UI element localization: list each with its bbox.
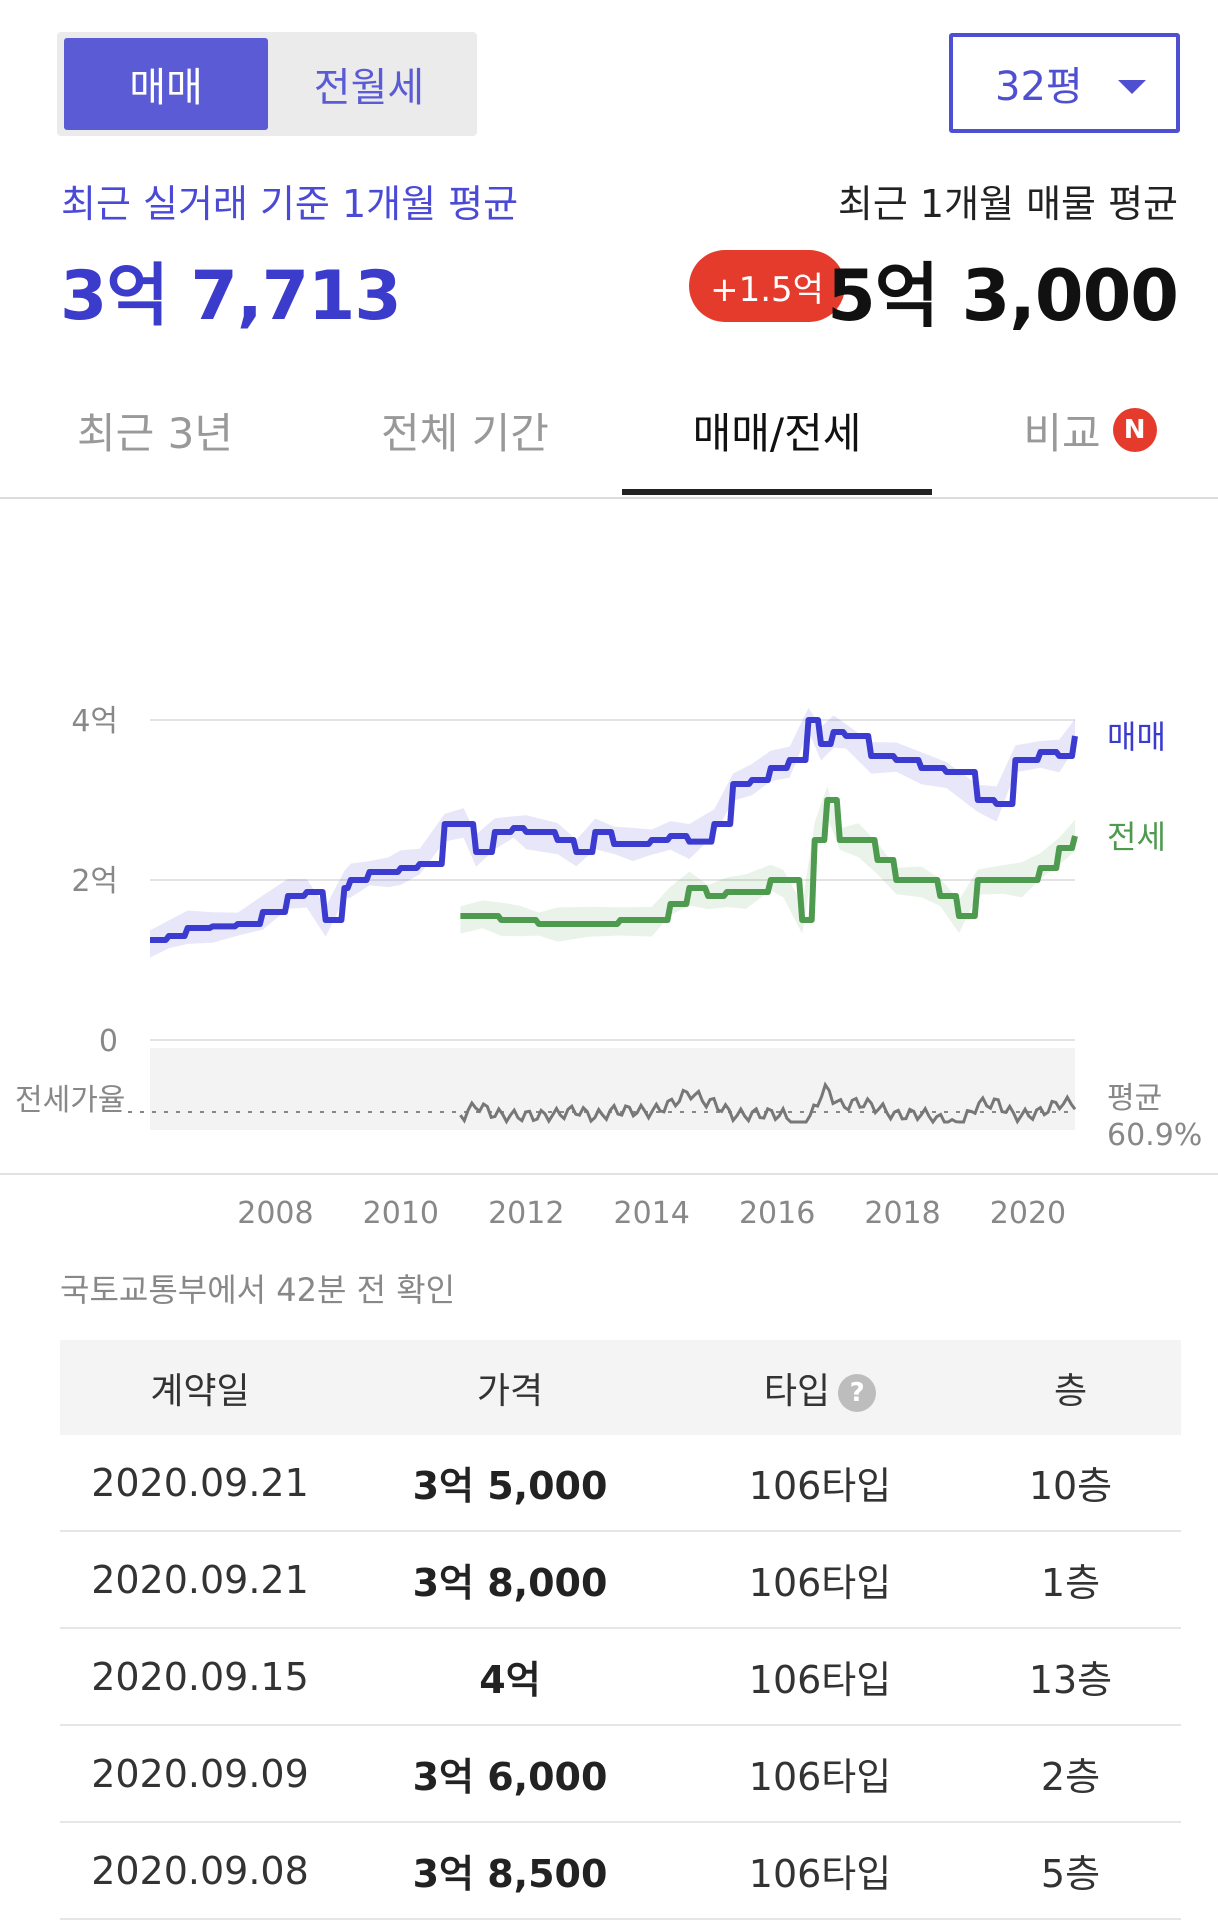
cell-date: 2020.09.08 xyxy=(60,1822,340,1920)
tab-all-period[interactable]: 전체 기간 xyxy=(381,408,549,458)
listing-avg-label: 최근 1개월 매물 평균 xyxy=(837,182,1178,226)
recent-deal-label: 최근 실거래 기준 1개월 평균 xyxy=(61,182,519,226)
chevron-down-icon xyxy=(1118,80,1146,94)
transactions-table: 계약일 가격 타입? 층 2020.09.21 3억 5,000 106타입 1… xyxy=(60,1340,1181,1920)
y-tick-label: 4억 xyxy=(71,704,118,739)
cell-type: 106타입 xyxy=(680,1628,960,1726)
cell-floor: 13층 xyxy=(960,1628,1181,1726)
col-price: 가격 xyxy=(340,1340,680,1435)
x-tick-label: 2008 xyxy=(237,1196,313,1231)
y-tick-label: 2억 xyxy=(71,864,118,899)
cell-price: 3억 8,500 xyxy=(340,1822,680,1920)
col-type: 타입? xyxy=(680,1340,960,1435)
series-line-0 xyxy=(150,717,1078,943)
size-dropdown[interactable]: 32평 xyxy=(949,33,1180,133)
ratio-label: 전세가율 xyxy=(15,1083,125,1118)
x-tick-label: 2018 xyxy=(864,1196,940,1231)
col-type-label: 타입 xyxy=(763,1370,831,1412)
cell-floor: 5층 xyxy=(960,1822,1181,1920)
active-tab-indicator xyxy=(622,489,932,495)
series-line-1 xyxy=(460,797,1078,927)
x-tick-label: 2014 xyxy=(614,1196,690,1231)
table-row: 2020.09.15 4억 106타입 13층 xyxy=(60,1628,1181,1726)
cell-price: 3억 8,000 xyxy=(340,1531,680,1629)
cell-price: 3억 5,000 xyxy=(340,1435,680,1532)
data-source-note: 국토교통부에서 42분 전 확인 xyxy=(60,1271,456,1309)
ratio-line xyxy=(459,1081,1077,1125)
listing-avg-value: 5억 3,000 xyxy=(827,255,1179,337)
table-row: 2020.09.21 3억 5,000 106타입 10층 xyxy=(60,1435,1181,1532)
toggle-rent[interactable]: 전월세 xyxy=(313,65,425,111)
series-band-1 xyxy=(460,786,1075,942)
legend-1: 전세 xyxy=(1107,818,1166,856)
size-dropdown-value: 32평 xyxy=(995,64,1083,110)
toggle-sale[interactable]: 매매 xyxy=(64,38,268,130)
cell-date: 2020.09.15 xyxy=(60,1628,340,1726)
help-icon[interactable]: ? xyxy=(838,1373,877,1412)
tab-compare-label: 비교 xyxy=(1023,408,1101,458)
col-floor: 층 xyxy=(960,1340,1181,1435)
x-tick-label: 2012 xyxy=(488,1196,564,1231)
cell-date: 2020.09.21 xyxy=(60,1435,340,1532)
ratio-average-label: 평균 xyxy=(1107,1081,1162,1116)
cell-date: 2020.09.21 xyxy=(60,1531,340,1629)
x-tick-label: 2016 xyxy=(739,1196,815,1231)
cell-floor: 2층 xyxy=(960,1725,1181,1823)
cell-type: 106타입 xyxy=(680,1822,960,1920)
table-row: 2020.09.08 3억 8,500 106타입 5층 xyxy=(60,1822,1181,1920)
table-row: 2020.09.21 3억 8,000 106타입 1층 xyxy=(60,1531,1181,1629)
x-tick-label: 2020 xyxy=(990,1196,1066,1231)
new-badge: N xyxy=(1112,408,1157,452)
diff-badge: +1.5억 xyxy=(689,250,845,322)
chart-divider xyxy=(0,1173,1218,1175)
cell-type: 106타입 xyxy=(680,1531,960,1629)
cell-price: 3억 6,000 xyxy=(340,1725,680,1823)
cell-floor: 10층 xyxy=(960,1435,1181,1532)
ratio-average-value: 60.9% xyxy=(1107,1118,1202,1153)
table-row: 2020.09.09 3억 6,000 106타입 2층 xyxy=(60,1725,1181,1823)
cell-type: 106타입 xyxy=(680,1435,960,1532)
col-date: 계약일 xyxy=(60,1340,340,1435)
tab-recent-3y[interactable]: 최근 3년 xyxy=(77,408,233,458)
recent-deal-value: 3억 7,713 xyxy=(60,257,402,336)
legend-0: 매매 xyxy=(1107,718,1166,756)
cell-type: 106타입 xyxy=(680,1725,960,1823)
y-tick-label: 0 xyxy=(99,1024,118,1059)
trade-type-toggle: 매매 전월세 xyxy=(57,32,477,136)
tab-sale-jeonse[interactable]: 매매/전세 xyxy=(692,408,862,458)
tab-compare[interactable]: 비교 N xyxy=(1000,395,1180,465)
cell-price: 4억 xyxy=(340,1628,680,1726)
cell-date: 2020.09.09 xyxy=(60,1725,340,1823)
x-tick-label: 2010 xyxy=(363,1196,439,1231)
tabs-divider xyxy=(0,497,1218,499)
cell-floor: 1층 xyxy=(960,1531,1181,1629)
table-header-row: 계약일 가격 타입? 층 xyxy=(60,1340,1181,1435)
